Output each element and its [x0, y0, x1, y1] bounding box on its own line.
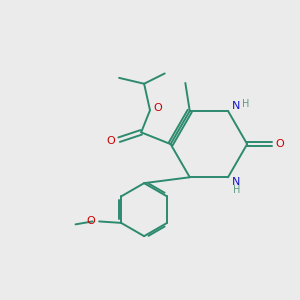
- Text: O: O: [86, 216, 95, 226]
- Text: H: H: [232, 185, 240, 195]
- Text: O: O: [106, 136, 115, 146]
- Text: O: O: [275, 139, 284, 149]
- Text: N: N: [232, 177, 241, 187]
- Text: H: H: [242, 99, 249, 109]
- Text: N: N: [232, 101, 241, 111]
- Text: O: O: [153, 103, 162, 113]
